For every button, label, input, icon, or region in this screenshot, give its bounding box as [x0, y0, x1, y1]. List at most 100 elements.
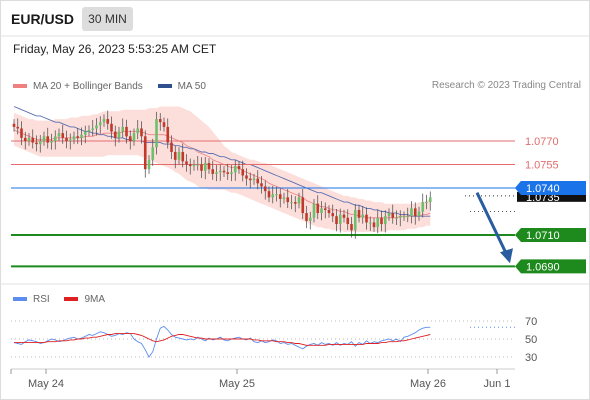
legend-rsi-ma-label: 9MA: [84, 293, 106, 305]
candle-body: [293, 202, 297, 204]
candle-body: [342, 214, 346, 218]
candle: [320, 201, 323, 221]
candle-body: [282, 197, 286, 199]
candle: [95, 118, 98, 136]
candle: [342, 209, 346, 223]
candle: [222, 166, 226, 178]
candle: [293, 196, 297, 213]
candle: [65, 130, 68, 149]
candle: [286, 188, 290, 209]
candle-body: [267, 191, 271, 198]
candle: [158, 113, 162, 131]
candle: [331, 204, 335, 223]
candle: [173, 146, 177, 169]
candle: [350, 216, 353, 238]
candle: [248, 172, 252, 189]
candle-body: [241, 169, 245, 176]
candle-body: [170, 142, 173, 152]
candle: [136, 120, 140, 140]
candle-body: [83, 131, 87, 135]
candle-body: [61, 133, 65, 138]
candle: [391, 204, 395, 224]
candle-body: [335, 216, 338, 225]
candle-body: [215, 172, 218, 174]
level-tag-box: [515, 259, 586, 274]
candle-body: [158, 119, 162, 123]
x-tick-label: Jun 1: [484, 378, 511, 390]
candle: [128, 130, 132, 150]
candle-body: [35, 142, 38, 145]
candle-body: [365, 214, 368, 223]
candle-body: [320, 208, 323, 214]
candle: [335, 208, 338, 232]
candle-body: [237, 166, 241, 170]
candle-body: [222, 170, 226, 173]
candle-body: [245, 175, 248, 179]
candle-body: [95, 125, 98, 129]
candle: [395, 210, 398, 225]
candle: [125, 119, 128, 144]
forecast-arrow-head: [500, 248, 513, 264]
candle-body: [151, 147, 155, 160]
rsi-tick-label: 70: [525, 316, 537, 328]
candle-body: [297, 197, 301, 204]
candle: [387, 208, 391, 221]
candle-body: [16, 126, 20, 129]
candle: [117, 126, 121, 143]
candle-body: [102, 119, 106, 123]
candle-body: [305, 213, 308, 221]
candle: [151, 138, 155, 166]
candle-body: [361, 214, 365, 218]
level-tag-1-0690: 1.0690: [515, 259, 586, 274]
candle-body: [177, 151, 181, 160]
candle-body: [113, 131, 117, 138]
candle-body: [166, 126, 170, 143]
candle-body: [376, 217, 380, 228]
candle-body: [218, 170, 222, 173]
forecast-arrow-shaft: [475, 192, 509, 256]
candle-body: [353, 209, 357, 231]
candle-body: [230, 172, 233, 174]
rsi-ma-swatch-icon: [64, 297, 79, 301]
candle-body: [207, 162, 211, 170]
legend-ma20: MA 20 + Bollinger Bands: [13, 81, 143, 92]
candle-body: [27, 137, 31, 141]
candle-body: [132, 133, 136, 141]
candle: [380, 210, 383, 232]
candle-body: [87, 130, 91, 132]
candle: [290, 194, 293, 210]
candle-body: [338, 214, 342, 225]
timeframe-badge[interactable]: 30 MIN: [82, 7, 133, 31]
candle-body: [278, 194, 282, 199]
candle-body: [368, 222, 372, 224]
chart-header: EUR/USD 30 MIN: [0, 0, 590, 36]
candle: [61, 124, 65, 144]
candle: [301, 188, 305, 220]
candle: [98, 116, 102, 134]
candle-body: [143, 136, 147, 170]
candle: [102, 114, 106, 127]
rsi-ma-line: [14, 333, 431, 346]
candle: [38, 135, 42, 153]
candle: [200, 157, 203, 178]
candle: [113, 125, 117, 147]
candle: [402, 211, 406, 221]
candle: [267, 186, 271, 203]
candle-body: [428, 197, 432, 203]
candle: [410, 201, 413, 224]
bollinger-band: [14, 106, 431, 232]
pivot-tag-label: 1.0740: [526, 183, 560, 195]
level-label: 1.0690: [526, 261, 560, 273]
candle: [241, 160, 245, 182]
candle: [72, 131, 76, 145]
candle-body: [316, 203, 320, 214]
candle: [110, 116, 113, 139]
candle-body: [128, 136, 132, 141]
candle: [155, 111, 158, 155]
candle-body: [301, 197, 305, 214]
research-credit: Research © 2023 Trading Central: [431, 80, 581, 91]
candle: [83, 125, 87, 144]
candle-body: [155, 119, 158, 148]
candle-body: [20, 128, 23, 138]
candle-body: [331, 213, 335, 217]
